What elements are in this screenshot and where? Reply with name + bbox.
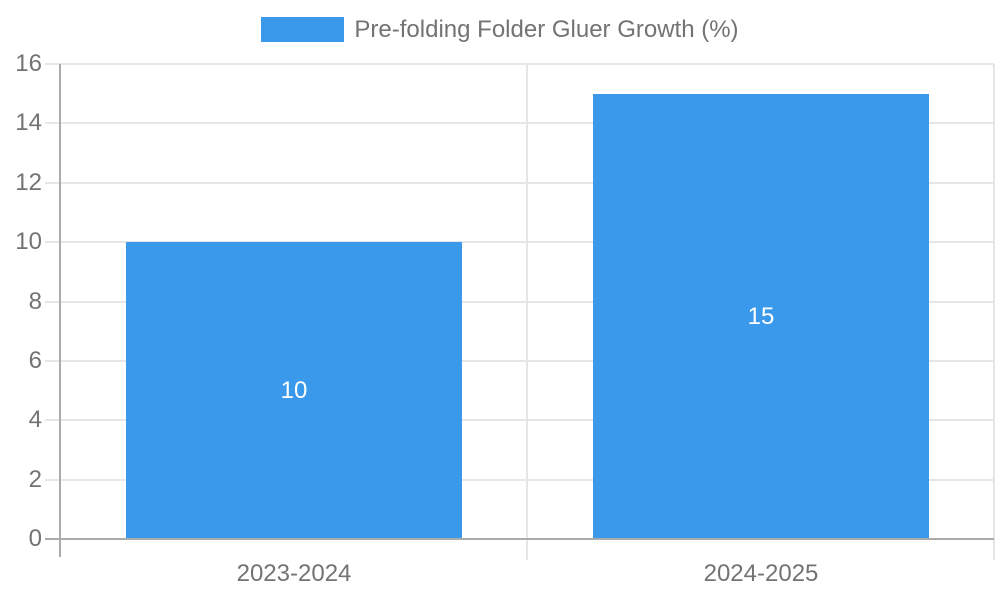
gridline-y — [45, 360, 994, 362]
y-tick-label: 2 — [28, 466, 42, 493]
y-tick-label: 10 — [15, 228, 42, 255]
y-tick-label: 6 — [28, 347, 42, 374]
y-tick-label: 4 — [28, 406, 42, 433]
y-axis-line — [59, 64, 61, 557]
bar[interactable] — [593, 94, 929, 539]
gridline-y — [45, 122, 994, 124]
y-tick-label: 0 — [28, 525, 42, 552]
gridline-y — [45, 419, 994, 421]
legend-label: Pre-folding Folder Gluer Growth (%) — [354, 15, 739, 43]
gridline-y — [45, 182, 994, 184]
x-tick-label: 2024-2025 — [703, 560, 819, 587]
bar-value-label: 10 — [280, 377, 308, 404]
gridline-y — [45, 301, 994, 303]
y-tick-label: 14 — [15, 109, 42, 136]
y-tick-label: 12 — [15, 169, 42, 196]
gridline-y — [45, 63, 994, 65]
plot-right-border — [993, 64, 995, 560]
bar[interactable] — [126, 242, 462, 539]
bar-value-label: 15 — [747, 303, 775, 330]
y-tick-label: 8 — [28, 288, 42, 315]
x-tick-label: 2023-2024 — [236, 560, 352, 587]
legend-swatch — [261, 16, 345, 42]
legend[interactable]: Pre-folding Folder Gluer Growth (%) — [0, 14, 1000, 44]
gridline-y — [45, 479, 994, 481]
gridline-y — [45, 241, 994, 243]
x-axis-line — [45, 538, 994, 540]
category-separator — [526, 64, 528, 560]
y-tick-label: 16 — [15, 50, 42, 77]
